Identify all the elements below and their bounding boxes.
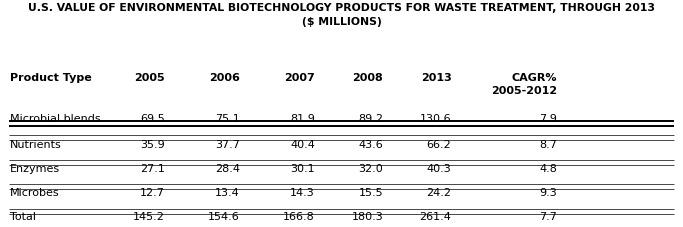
Text: 2006: 2006 (209, 73, 240, 83)
Text: CAGR%
2005-2012: CAGR% 2005-2012 (491, 73, 557, 95)
Text: 24.2: 24.2 (426, 187, 451, 197)
Text: 145.2: 145.2 (133, 212, 165, 222)
Text: 8.7: 8.7 (540, 139, 557, 149)
Text: 154.6: 154.6 (208, 212, 240, 222)
Text: 261.4: 261.4 (419, 212, 451, 222)
Text: 13.4: 13.4 (215, 187, 240, 197)
Text: 30.1: 30.1 (290, 163, 315, 173)
Text: 89.2: 89.2 (358, 114, 383, 123)
Text: 2013: 2013 (421, 73, 451, 83)
Text: 40.3: 40.3 (427, 163, 451, 173)
Text: U.S. VALUE OF ENVIRONMENTAL BIOTECHNOLOGY PRODUCTS FOR WASTE TREATMENT, THROUGH : U.S. VALUE OF ENVIRONMENTAL BIOTECHNOLOG… (28, 3, 655, 27)
Text: 43.6: 43.6 (359, 139, 383, 149)
Text: 2008: 2008 (352, 73, 383, 83)
Text: 7.9: 7.9 (540, 114, 557, 123)
Text: Enzymes: Enzymes (10, 163, 60, 173)
Text: 35.9: 35.9 (140, 139, 165, 149)
Text: 166.8: 166.8 (283, 212, 315, 222)
Text: 40.4: 40.4 (290, 139, 315, 149)
Text: 81.9: 81.9 (290, 114, 315, 123)
Text: 7.7: 7.7 (540, 212, 557, 222)
Text: 2005: 2005 (134, 73, 165, 83)
Text: Microbial blends: Microbial blends (10, 114, 101, 123)
Text: 12.7: 12.7 (140, 187, 165, 197)
Text: 15.5: 15.5 (359, 187, 383, 197)
Text: 27.1: 27.1 (140, 163, 165, 173)
Text: 37.7: 37.7 (215, 139, 240, 149)
Text: 32.0: 32.0 (359, 163, 383, 173)
Text: Total: Total (10, 212, 36, 222)
Text: 4.8: 4.8 (540, 163, 557, 173)
Text: 28.4: 28.4 (214, 163, 240, 173)
Text: Product Type: Product Type (10, 73, 92, 83)
Text: 180.3: 180.3 (352, 212, 383, 222)
Text: 69.5: 69.5 (140, 114, 165, 123)
Text: 75.1: 75.1 (215, 114, 240, 123)
Text: 2007: 2007 (284, 73, 315, 83)
Text: Nutrients: Nutrients (10, 139, 62, 149)
Text: Microbes: Microbes (10, 187, 60, 197)
Text: 14.3: 14.3 (290, 187, 315, 197)
Text: 130.6: 130.6 (420, 114, 451, 123)
Text: 66.2: 66.2 (427, 139, 451, 149)
Text: 9.3: 9.3 (540, 187, 557, 197)
